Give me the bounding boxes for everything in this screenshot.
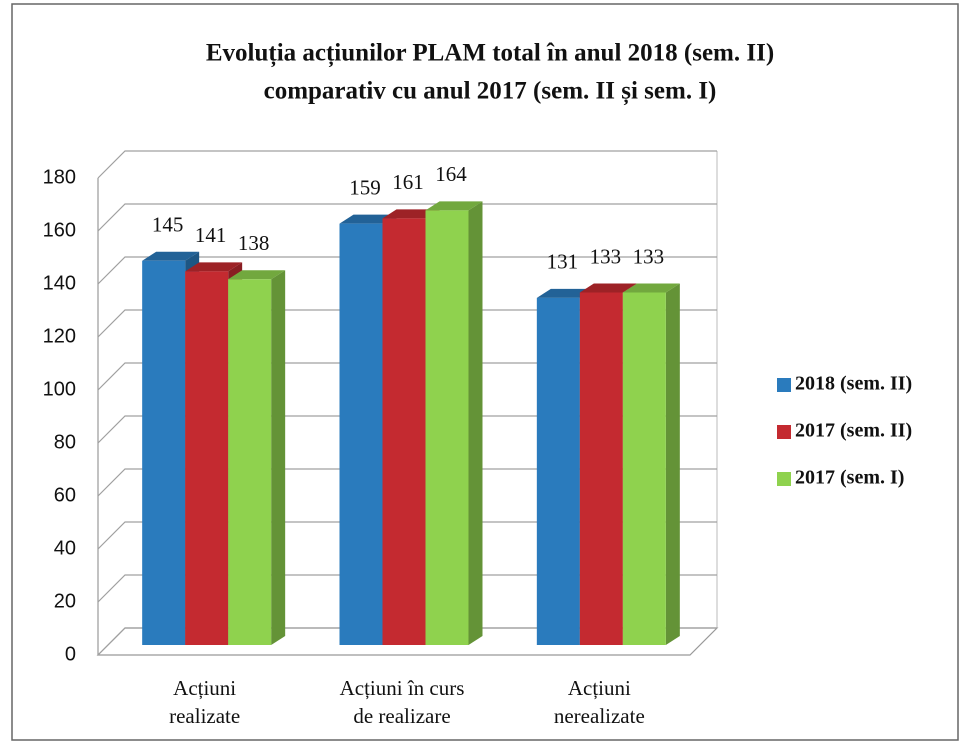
bar-face bbox=[185, 271, 229, 645]
value-label: 133 bbox=[590, 244, 622, 268]
value-label: 131 bbox=[547, 250, 579, 274]
y-tick-label: 160 bbox=[43, 219, 76, 241]
y-tick-label: 180 bbox=[43, 166, 76, 188]
bar-face bbox=[142, 251, 200, 261]
y-tick-label: 120 bbox=[43, 325, 76, 347]
grid-line bbox=[97, 309, 717, 338]
bar-face bbox=[665, 283, 680, 645]
bar-face bbox=[339, 214, 397, 224]
value-label: 161 bbox=[392, 170, 424, 194]
bar-face bbox=[536, 297, 580, 645]
bar bbox=[622, 283, 680, 645]
x-tick-label: Acțiuni bbox=[173, 676, 236, 700]
y-tick-label: 60 bbox=[54, 484, 76, 506]
bar-face bbox=[468, 201, 483, 645]
y-tick-label: 140 bbox=[43, 272, 76, 294]
x-tick-label: Acțiuni în curs bbox=[340, 676, 465, 700]
x-tick-label: realizate bbox=[169, 704, 240, 728]
grid-line bbox=[97, 574, 717, 603]
grid-line bbox=[97, 150, 717, 179]
chart-title: Evoluția acțiunilor PLAM total în anul 2… bbox=[206, 40, 774, 68]
bar-face bbox=[185, 262, 243, 272]
legend-label: 2018 (sem. II) bbox=[795, 373, 912, 395]
value-label: 145 bbox=[152, 213, 184, 237]
grid-line bbox=[97, 362, 717, 391]
bar-face bbox=[382, 218, 426, 645]
x-tick-label: de realizare bbox=[353, 704, 450, 728]
bar-face bbox=[382, 209, 440, 219]
legend-label: 2017 (sem. II) bbox=[795, 420, 912, 442]
bar-face bbox=[271, 270, 286, 645]
y-tick-label: 80 bbox=[54, 431, 76, 453]
bar-face bbox=[142, 260, 186, 645]
y-tick-label: 100 bbox=[43, 378, 76, 400]
bar-face bbox=[425, 210, 469, 645]
bar-face bbox=[339, 223, 383, 645]
bar-face bbox=[622, 283, 680, 293]
bar-face bbox=[622, 292, 666, 645]
y-tick-label: 0 bbox=[65, 643, 76, 665]
bar-face bbox=[579, 292, 623, 645]
x-tick-label: nerealizate bbox=[554, 704, 645, 728]
bar-face bbox=[228, 270, 286, 280]
legend-swatch bbox=[777, 425, 791, 439]
grid-line bbox=[97, 203, 717, 232]
grid-line bbox=[97, 521, 717, 550]
bar bbox=[228, 270, 286, 645]
grid-line bbox=[97, 415, 717, 444]
bar-face bbox=[579, 283, 637, 293]
value-label: 141 bbox=[195, 223, 227, 247]
value-label: 164 bbox=[435, 162, 467, 186]
bar-face bbox=[228, 279, 272, 645]
grid-line bbox=[97, 468, 717, 497]
legend-swatch bbox=[777, 472, 791, 486]
value-label: 159 bbox=[349, 175, 381, 199]
legend-swatch bbox=[777, 378, 791, 392]
legend-label: 2017 (sem. I) bbox=[795, 467, 904, 489]
bar bbox=[425, 201, 483, 645]
bar-face bbox=[425, 201, 483, 211]
grid-line bbox=[97, 256, 717, 285]
chart-title: comparativ cu anul 2017 (sem. II și sem.… bbox=[264, 78, 717, 106]
y-tick-label: 40 bbox=[54, 537, 76, 559]
y-tick-label: 20 bbox=[54, 590, 76, 612]
bar-face bbox=[536, 288, 594, 298]
grid-line bbox=[97, 627, 717, 656]
value-label: 133 bbox=[633, 244, 665, 268]
x-tick-label: Acțiuni bbox=[568, 676, 631, 700]
value-label: 138 bbox=[238, 231, 270, 255]
